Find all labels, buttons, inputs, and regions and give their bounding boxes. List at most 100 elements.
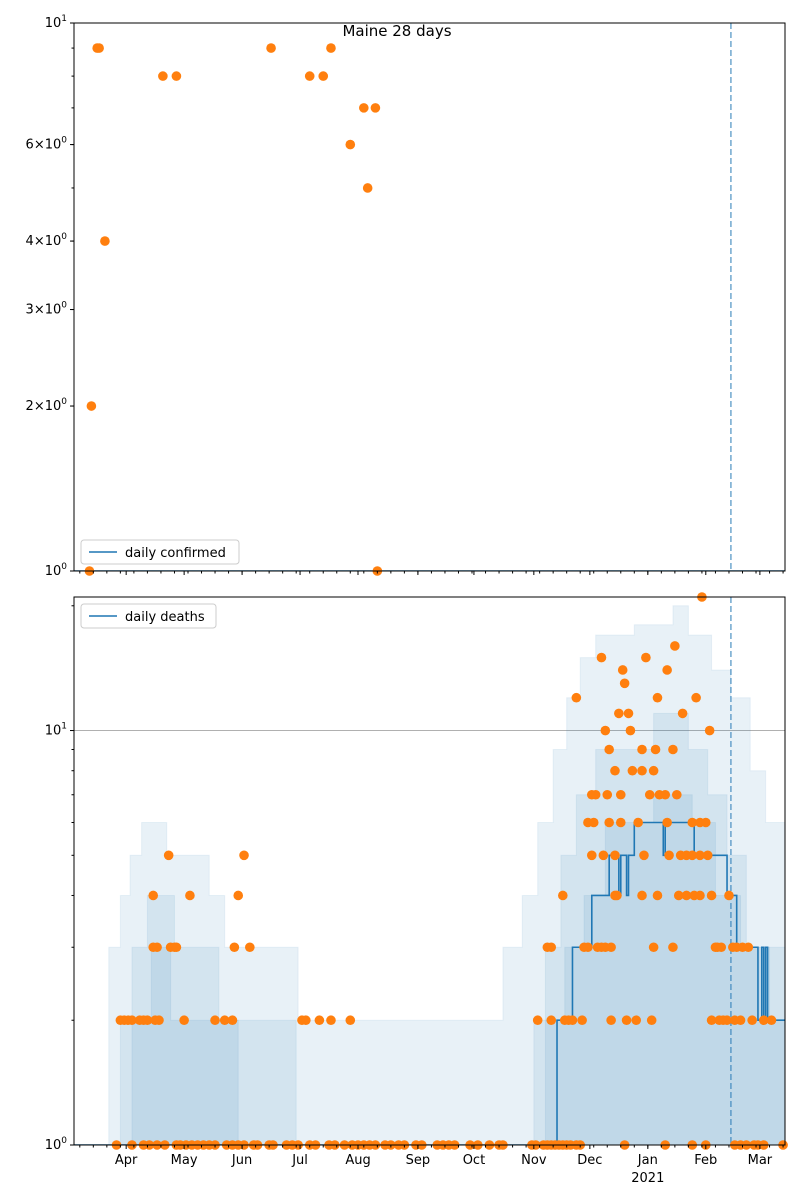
data-point [314,1015,325,1026]
y-tick-exponent: 0 [61,562,67,572]
y-tick-label: 3×100 [26,301,68,318]
data-point [641,652,651,663]
y-tick-base: 10 [45,234,62,249]
data-point [558,890,568,901]
data-point [724,890,734,901]
data-point [627,765,638,776]
data-point [670,641,680,651]
x-tick-label: Nov [521,1153,547,1168]
axes-frame [73,596,786,1146]
data-point [758,1015,769,1026]
data-point [610,765,620,776]
data-point [687,817,698,828]
y-tick-base: 10 [45,16,62,31]
y-tick-base: 10 [45,138,62,153]
data-point [606,942,616,953]
data-point [612,890,622,901]
data-point [583,942,593,953]
data-point [691,692,701,703]
data-point [617,665,628,675]
data-point [735,1015,746,1026]
data-point [637,890,647,901]
data-point [227,1015,238,1026]
data-point [362,183,373,193]
axes-frame [73,22,786,572]
legend-box [80,603,217,629]
x-tick-label: Jul [291,1153,308,1168]
y-tick-exponent: 1 [61,722,67,732]
y-tick-base: 10 [45,724,62,739]
data-point [596,652,607,663]
data-point [185,890,195,901]
data-point [229,942,240,953]
data-point [614,708,624,719]
data-point [743,942,754,953]
data-point [171,71,182,81]
data-point [637,744,647,755]
y-tick-exponent: 0 [61,397,67,407]
x-tick-label: Jun [231,1153,252,1168]
data-point [532,1015,543,1026]
data-point [266,43,276,53]
data-point [152,942,162,953]
data-point [179,1015,189,1026]
data-point [662,817,672,828]
data-point [245,942,255,953]
data-point [610,850,620,861]
y-tick-base: 10 [45,1138,62,1153]
x-tick-label: Jan [637,1153,658,1168]
y-tick-mantissa: 3× [26,303,45,318]
data-point [233,890,244,901]
data-point [615,817,626,828]
data-point [662,665,672,675]
data-point [706,890,717,901]
data-point [648,765,659,776]
data-point [567,1015,578,1026]
x-tick-label: Dec [577,1153,602,1168]
x-tick-label: Oct [463,1153,485,1168]
data-point [345,1015,356,1026]
data-point [677,708,688,719]
y-tick-base: 10 [45,564,62,579]
data-point [100,236,110,246]
y-tick-base: 10 [45,303,62,318]
data-point [304,71,315,81]
data-point [706,1015,717,1026]
data-point [722,1015,732,1026]
x-tick-label: May [171,1153,198,1168]
data-point [704,725,715,736]
y-tick-label: 101 [45,14,67,31]
x-tick-label: Sep [406,1153,431,1168]
y-tick-exponent: 1 [61,14,67,24]
data-point [646,1015,657,1026]
data-point [623,708,634,719]
data-point [650,744,661,755]
data-point [326,43,336,53]
data-point [588,817,599,828]
data-point [619,678,630,689]
y-tick-exponent: 0 [61,232,67,242]
data-point [571,692,582,703]
legend-box [80,539,240,565]
data-point [210,1015,220,1026]
x-tick-label: Aug [345,1153,370,1168]
data-point [716,942,727,953]
data-point [301,1015,311,1026]
data-point [700,817,711,828]
data-point [148,890,159,901]
x-tick-year: 2021 [631,1171,664,1186]
data-point [606,1015,616,1026]
legend-label: daily confirmed [125,546,226,561]
data-point [631,1015,642,1026]
data-point [586,850,597,861]
data-point [602,789,613,800]
data-point [625,725,636,736]
data-point [86,401,97,411]
data-point [600,725,611,736]
data-point [219,1015,230,1026]
data-point [615,789,626,800]
series-line [74,821,785,1145]
data-point [163,850,174,861]
